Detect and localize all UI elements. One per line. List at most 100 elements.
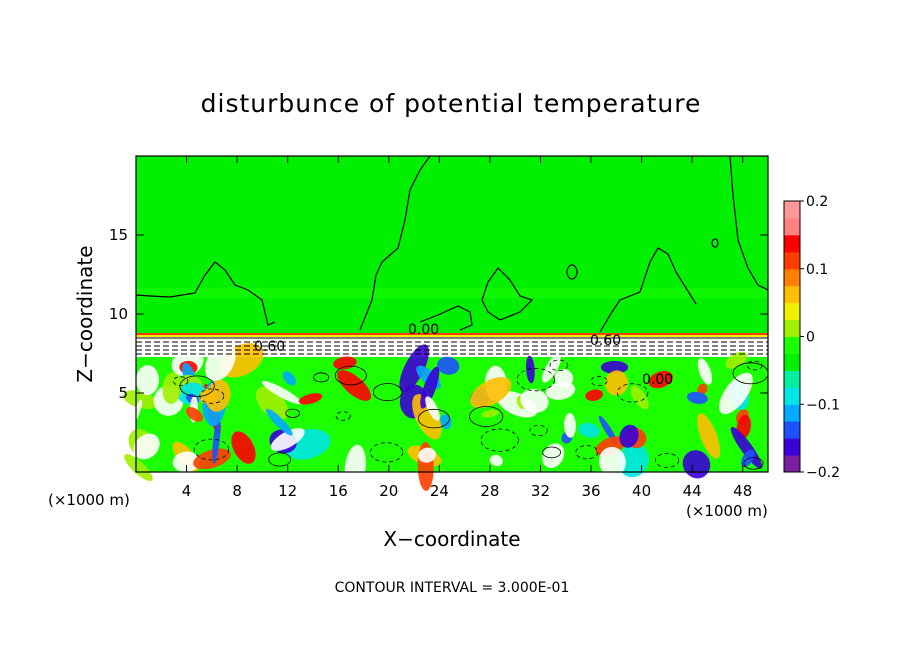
eddy-contour bbox=[549, 359, 569, 372]
eddy bbox=[542, 354, 561, 383]
eddy-contour bbox=[516, 367, 555, 392]
eddy bbox=[205, 379, 231, 412]
eddy bbox=[231, 431, 256, 464]
colorbar-cell bbox=[784, 268, 800, 287]
x-unit-left: (×1000 m) bbox=[48, 491, 130, 509]
colorbar-cell bbox=[784, 234, 800, 253]
eddy bbox=[270, 428, 305, 451]
y-tick-label: 10 bbox=[109, 305, 128, 323]
eddy bbox=[298, 393, 323, 405]
eddy bbox=[697, 383, 708, 395]
colorbar: 0.2 0.1 0 −0.1 −0.2 bbox=[783, 194, 840, 481]
eddy bbox=[420, 366, 440, 409]
colorbar-tick-label: −0.2 bbox=[806, 465, 840, 481]
x-unit-right: (×1000 m) bbox=[686, 502, 768, 520]
colorbar-tick-label: 0.2 bbox=[806, 194, 828, 210]
eddy bbox=[344, 444, 366, 491]
x-tick-label: 24 bbox=[430, 482, 449, 500]
eddy bbox=[437, 356, 460, 375]
colorbar-cell bbox=[784, 251, 800, 270]
eddy-contour bbox=[654, 452, 680, 468]
contour-label: 0.00 bbox=[642, 372, 673, 388]
eddy bbox=[162, 372, 182, 405]
x-axis-ticks: 4 8 12 16 20 24 28 32 36 40 44 48 bbox=[182, 156, 752, 500]
x-tick-label: 32 bbox=[531, 482, 550, 500]
eddy bbox=[648, 370, 673, 389]
x-tick-label: 44 bbox=[683, 482, 702, 500]
eddy bbox=[135, 365, 160, 396]
eddy bbox=[564, 413, 576, 438]
eddy-contour bbox=[172, 376, 189, 386]
eddy bbox=[520, 388, 549, 413]
colorbar-cell bbox=[784, 217, 800, 236]
eddy bbox=[489, 454, 503, 467]
eddy bbox=[598, 446, 626, 477]
eddy bbox=[205, 341, 236, 382]
colorbar-cell bbox=[784, 438, 800, 456]
x-tick-label: 48 bbox=[733, 482, 752, 500]
eddy bbox=[578, 422, 600, 438]
eddy-contour bbox=[369, 442, 404, 463]
eddy-contour bbox=[199, 388, 225, 404]
y-axis-label: Z−coordinate bbox=[73, 245, 97, 382]
eddy bbox=[418, 447, 436, 463]
eddy bbox=[526, 355, 535, 384]
eddy-contour bbox=[417, 408, 450, 429]
eddy bbox=[185, 406, 204, 422]
x-tick-label: 20 bbox=[379, 482, 398, 500]
plot-area: 0.00 0.60 0.60 0.00 4 8 12 16 20 24 28 32 36 40 44… bbox=[109, 155, 769, 500]
eddy-contour bbox=[575, 445, 599, 460]
y-tick-label: 15 bbox=[109, 226, 128, 244]
eddy bbox=[686, 391, 708, 404]
eddy-contour bbox=[469, 406, 504, 427]
eddy bbox=[177, 382, 207, 405]
eddy bbox=[133, 433, 160, 460]
eddy bbox=[481, 409, 499, 418]
colorbar-cell bbox=[784, 201, 800, 219]
colorbar-cell bbox=[784, 455, 800, 473]
colorbar-cells bbox=[784, 201, 800, 473]
boundary-layer-eddies bbox=[123, 341, 769, 491]
colorbar-cell bbox=[784, 370, 800, 388]
colorbar-cell bbox=[784, 302, 800, 321]
eddy bbox=[600, 360, 629, 374]
eddy bbox=[697, 413, 721, 459]
y-axis-ticks: 5 10 15 bbox=[109, 226, 768, 402]
contour-label: 0.60 bbox=[590, 333, 621, 349]
inversion-line-red bbox=[136, 333, 768, 335]
eddy bbox=[172, 451, 200, 473]
eddy-contour bbox=[335, 411, 351, 421]
chart-title: disturbunce of potential temperature bbox=[201, 89, 702, 118]
eddy-contour bbox=[480, 428, 519, 452]
eddy bbox=[439, 414, 452, 430]
colorbar-tick-labels: 0.2 0.1 0 −0.1 −0.2 bbox=[800, 194, 840, 481]
x-axis-label: X−coordinate bbox=[383, 527, 520, 551]
eddy bbox=[730, 426, 763, 469]
eddy bbox=[282, 371, 296, 386]
eddy-contour bbox=[529, 424, 548, 437]
eddy bbox=[619, 424, 639, 448]
eddy bbox=[470, 377, 512, 408]
eddy-contour bbox=[334, 365, 367, 386]
eddy bbox=[212, 416, 221, 464]
colorbar-cell bbox=[784, 387, 800, 405]
eddy bbox=[193, 448, 231, 470]
eddy bbox=[682, 450, 711, 479]
x-tick-label: 12 bbox=[278, 482, 297, 500]
tropopause-band bbox=[136, 288, 768, 298]
inversion-line-yellow bbox=[136, 335, 768, 337]
eddy bbox=[399, 344, 429, 393]
eddy bbox=[265, 408, 293, 436]
contour-label: 0.00 bbox=[408, 322, 439, 338]
eddy bbox=[605, 370, 628, 396]
colorbar-tick-label: 0.1 bbox=[806, 262, 828, 278]
inversion-contours bbox=[136, 337, 768, 355]
contour-interval-note: CONTOUR INTERVAL = 3.000E-01 bbox=[335, 580, 570, 596]
eddy-contour bbox=[542, 446, 561, 459]
eddy-contour bbox=[616, 383, 649, 403]
eddy-contour bbox=[313, 372, 330, 383]
colorbar-cell bbox=[784, 353, 800, 371]
eddy bbox=[425, 396, 440, 421]
colorbar-cell bbox=[784, 421, 800, 439]
